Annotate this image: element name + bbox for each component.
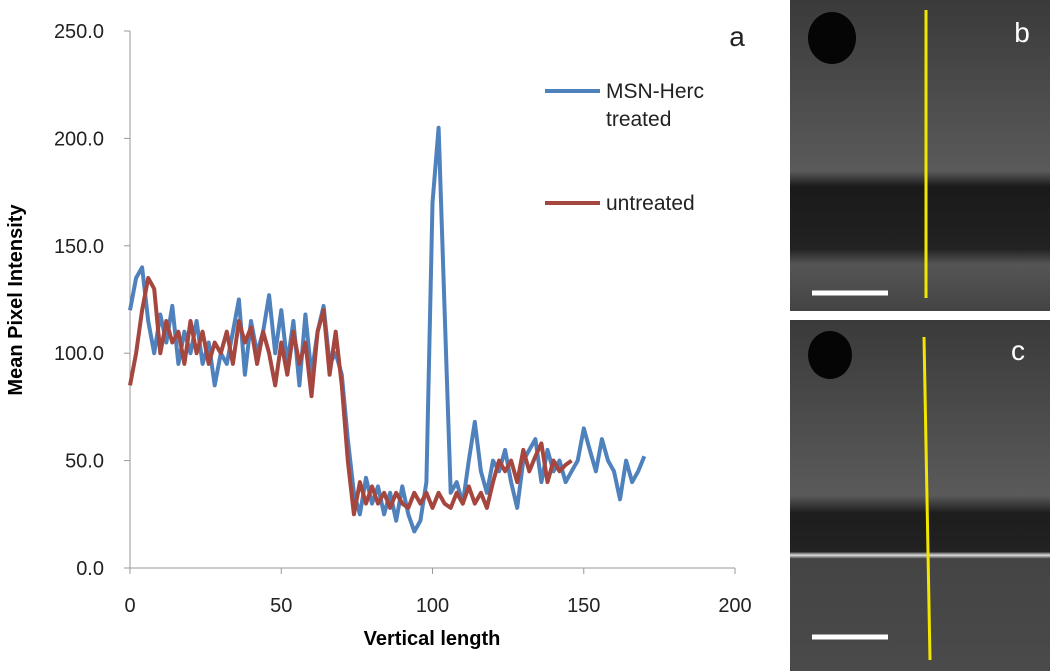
y-axis-title: Mean Pixel Intensity (5, 204, 27, 396)
legend-label: untreated (606, 192, 695, 215)
panel-label: c (1011, 335, 1025, 366)
panel-label: a (729, 21, 745, 52)
y-tick-label: 100.0 (54, 343, 104, 365)
panel-label: b (1014, 17, 1030, 48)
x-tick-label: 150 (567, 595, 600, 617)
y-tick-label: 200.0 (54, 128, 104, 150)
y-tick-label: 150.0 (54, 236, 104, 258)
legend-label: MSN-Herc treated (606, 80, 704, 131)
y-tick-label: 50.0 (65, 451, 104, 473)
y-tick-label: 250.0 (54, 21, 104, 43)
image-panel-c: c (790, 320, 1050, 671)
x-axis-title: Vertical length (364, 628, 501, 650)
x-tick-label: 200 (718, 595, 751, 617)
image-panel-b: b (790, 0, 1050, 311)
x-tick-label: 50 (270, 595, 292, 617)
series-line (128, 276, 573, 517)
series-line (128, 125, 647, 534)
x-tick-label: 0 (124, 595, 135, 617)
y-tick-label: 0.0 (76, 558, 104, 580)
x-tick-label: 100 (416, 595, 449, 617)
